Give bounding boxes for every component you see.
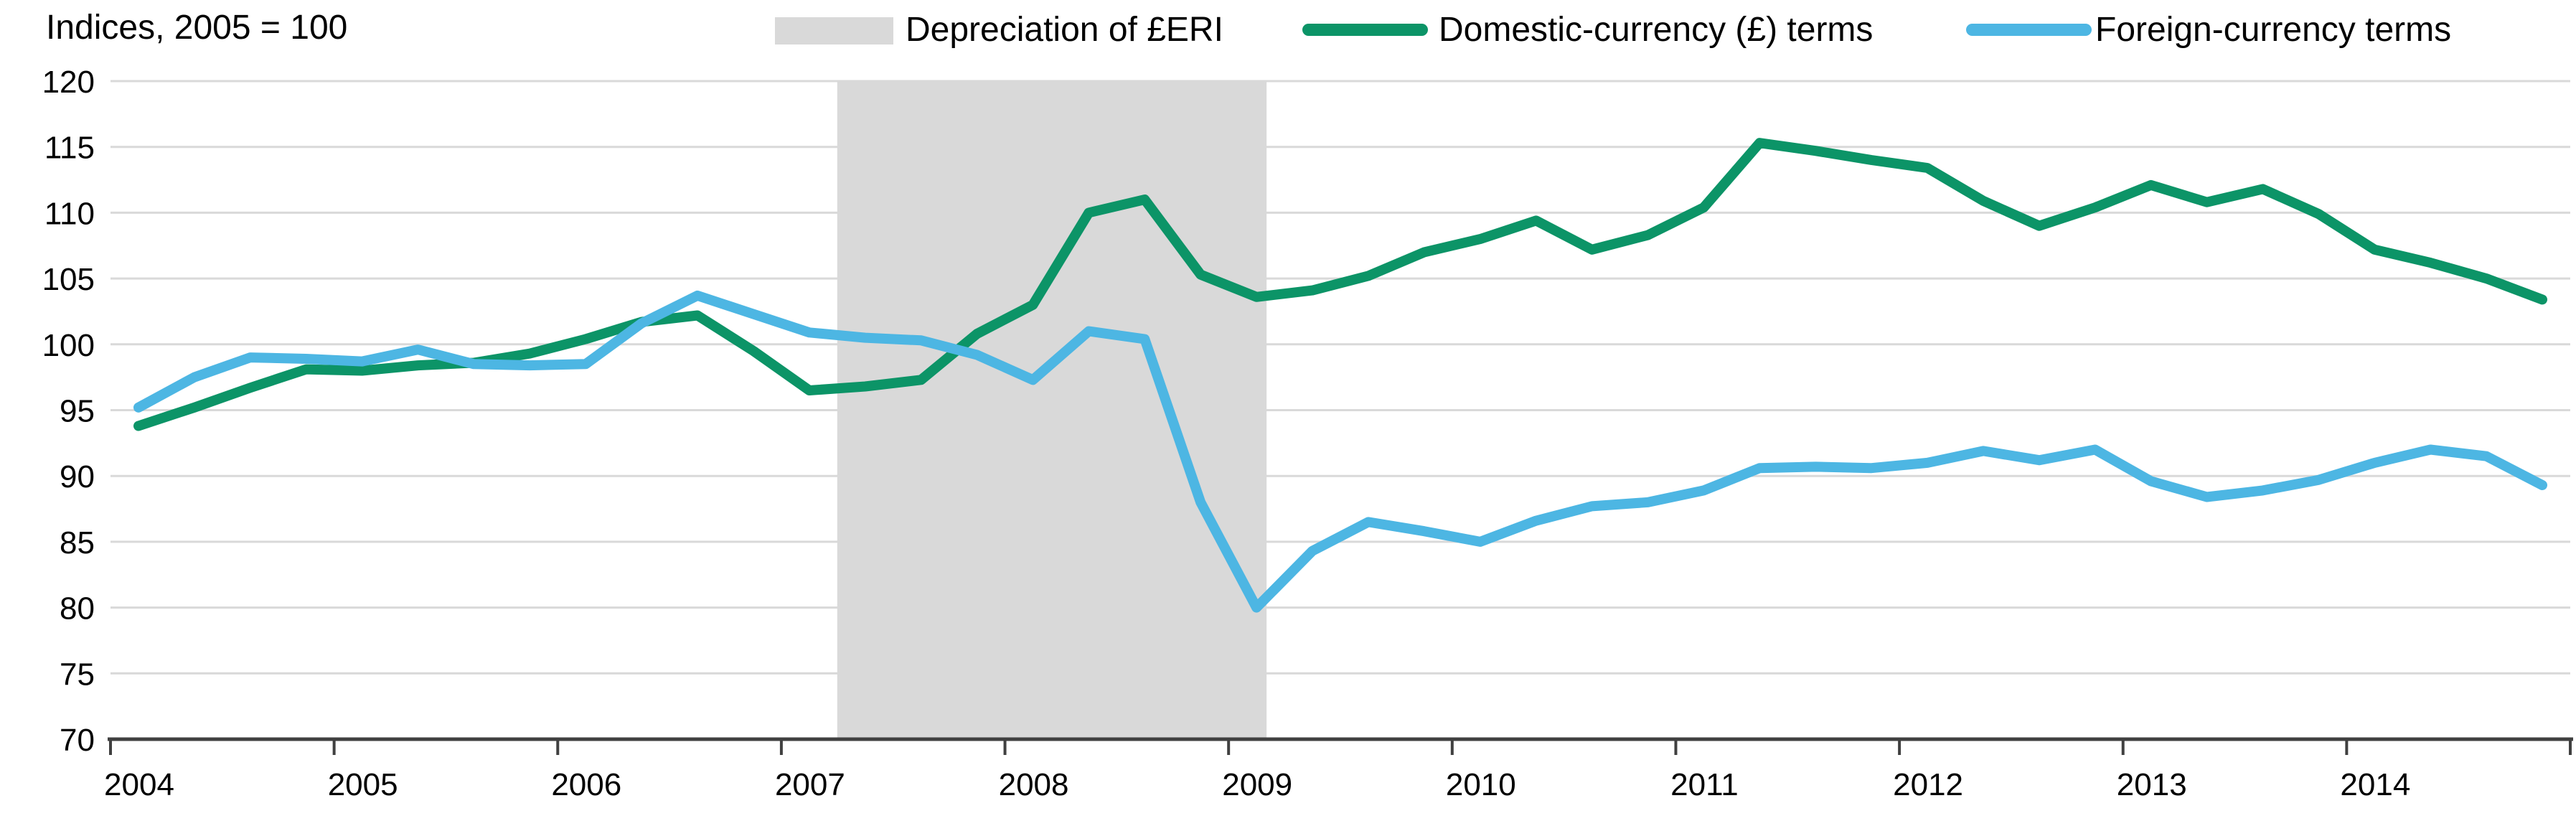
domestic-series-line bbox=[133, 138, 2547, 431]
y-tick-label-105: 105 bbox=[42, 262, 95, 297]
legend-label-foreign: Foreign-currency terms bbox=[2095, 11, 2452, 49]
x-tick-label-2012: 2012 bbox=[1893, 767, 1963, 802]
x-tick-label-2004: 2004 bbox=[104, 767, 174, 802]
legend-label-depreciation: Depreciation of £ERI bbox=[906, 11, 1223, 49]
x-tick-label-2006: 2006 bbox=[551, 767, 621, 802]
foreign-series-line bbox=[133, 290, 2547, 613]
y-tick-label-95: 95 bbox=[60, 394, 95, 429]
legend-label-domestic: Domestic-currency (£) terms bbox=[1439, 11, 1874, 49]
x-tick-label-2013: 2013 bbox=[2117, 767, 2187, 802]
y-tick-label-110: 110 bbox=[44, 196, 95, 231]
x-tick-label-2007: 2007 bbox=[775, 767, 845, 802]
y-tick-label-75: 75 bbox=[60, 657, 95, 692]
x-tick-label-2011: 2011 bbox=[1670, 767, 1739, 802]
legend-swatch-depreciation-band bbox=[775, 17, 893, 44]
x-tick-label-2005: 2005 bbox=[328, 767, 398, 802]
y-tick-label-80: 80 bbox=[60, 591, 95, 627]
depreciation-band bbox=[837, 81, 1267, 739]
y-tick-label-90: 90 bbox=[60, 459, 95, 494]
x-tick-label-2009: 2009 bbox=[1222, 767, 1292, 802]
y-tick-label-115: 115 bbox=[44, 131, 95, 166]
legend-swatch-domestic-line bbox=[1302, 24, 1428, 36]
chart-title: Indices, 2005 = 100 bbox=[46, 9, 348, 47]
x-tick-label-2010: 2010 bbox=[1446, 767, 1516, 802]
x-tick-label-2008: 2008 bbox=[999, 767, 1069, 802]
y-tick-label-85: 85 bbox=[60, 525, 95, 560]
y-tick-label-100: 100 bbox=[42, 328, 95, 363]
y-tick-label-120: 120 bbox=[42, 65, 95, 100]
y-tick-label-70: 70 bbox=[60, 723, 95, 758]
x-tick-label-2014: 2014 bbox=[2340, 767, 2410, 802]
legend-swatch-foreign-line bbox=[1966, 24, 2092, 36]
